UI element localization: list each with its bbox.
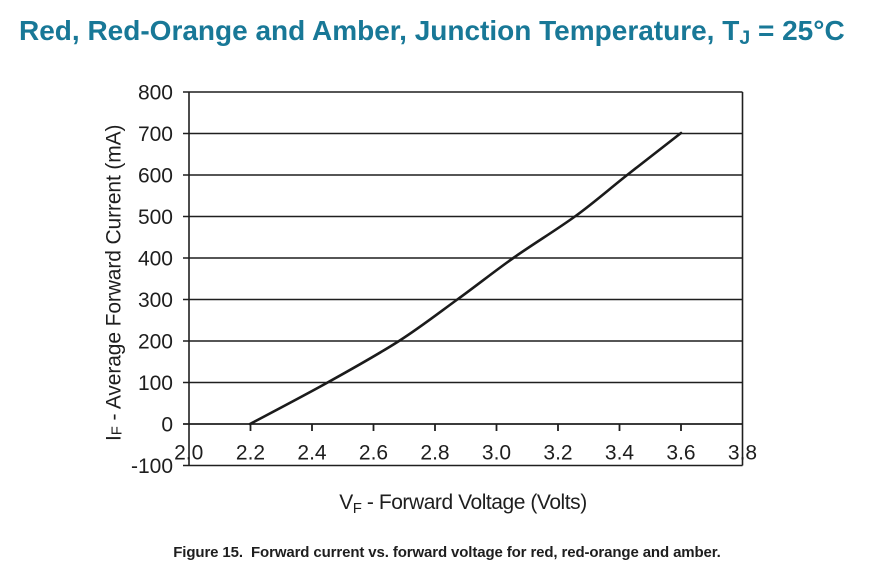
svg-text:0: 0 (161, 414, 173, 437)
svg-text:2.0: 2.0 (174, 442, 203, 465)
svg-text:600: 600 (138, 165, 173, 188)
svg-text:3.2: 3.2 (543, 442, 572, 465)
svg-text:3.8: 3.8 (728, 442, 757, 465)
svg-text:2.6: 2.6 (359, 442, 388, 465)
svg-text:IF - Average Forward Current: IF - Average Forward Current (mA) (103, 125, 126, 441)
svg-text:800: 800 (138, 82, 173, 105)
svg-text:3.0: 3.0 (482, 442, 511, 465)
svg-text:VF - Forward Voltage (Volts): VF - Forward Voltage (Volts) (339, 491, 587, 517)
svg-text:2.4: 2.4 (297, 442, 327, 465)
svg-text:400: 400 (138, 248, 173, 271)
svg-text:300: 300 (138, 289, 173, 312)
svg-text:2.2: 2.2 (236, 442, 265, 465)
svg-text:-100: -100 (131, 455, 173, 478)
svg-text:100: 100 (138, 372, 173, 395)
svg-text:700: 700 (138, 123, 173, 146)
svg-text:3.6: 3.6 (666, 442, 695, 465)
svg-text:2.8: 2.8 (420, 442, 449, 465)
svg-text:200: 200 (138, 331, 173, 354)
svg-text:500: 500 (138, 206, 173, 229)
svg-text:3.4: 3.4 (605, 442, 635, 465)
